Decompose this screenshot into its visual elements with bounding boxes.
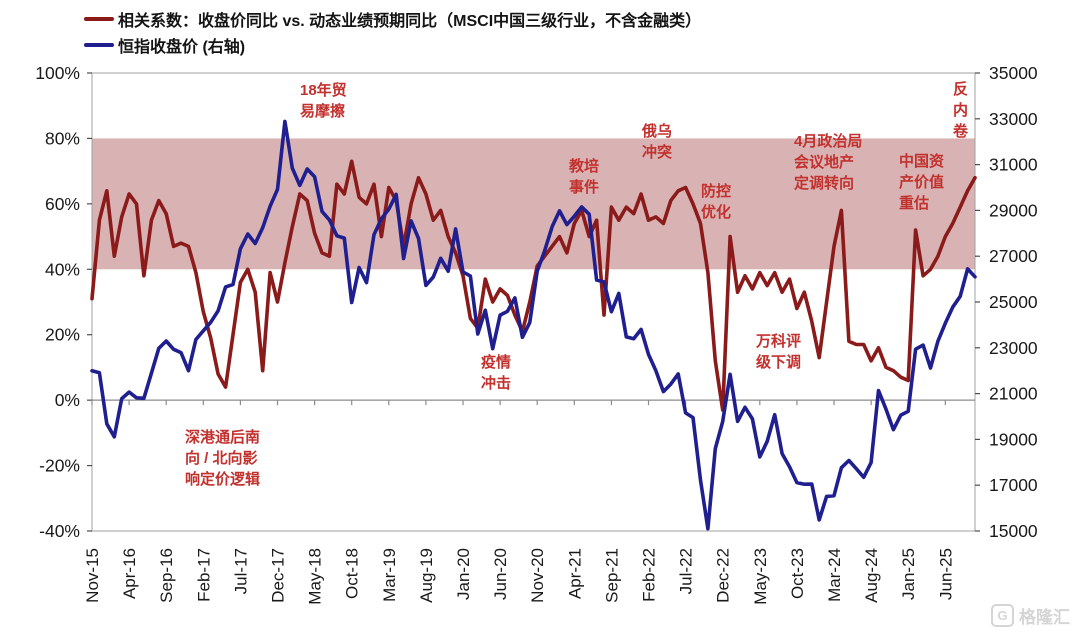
watermark: G 格隆汇 — [991, 603, 1070, 628]
annotation-line: 级下调 — [756, 354, 802, 371]
right-axis-label: 25000 — [989, 292, 1038, 312]
x-axis-label: Jun-25 — [936, 548, 955, 600]
x-axis-label: May-23 — [751, 548, 770, 605]
annotation-edu-crackdown: 教培 事件 — [569, 156, 599, 198]
x-axis-label: May-18 — [306, 548, 325, 605]
annotation-line: 卷 — [953, 123, 969, 140]
hsi-line-swatch — [84, 43, 114, 47]
annotation-stock-connect-pricing: 深港通后南向 / 北向影 响定价逻辑 — [185, 427, 260, 490]
right-axis-label: 27000 — [989, 246, 1038, 266]
annotation-line: 中国资 — [899, 153, 945, 170]
x-axis-label: Dec-22 — [714, 548, 733, 603]
x-axis-label: Mar-24 — [825, 548, 844, 602]
annotation-line: 冲击 — [481, 375, 512, 392]
x-axis-label: Jan-25 — [899, 548, 918, 600]
x-axis-label: Oct-18 — [343, 548, 362, 599]
left-axis-label: 20% — [45, 325, 80, 345]
annotation-covid-shock: 疫情 冲击 — [481, 352, 511, 394]
annotation-vanke-downgrade: 万科评 级下调 — [756, 331, 801, 373]
x-axis-label: Jul-17 — [231, 548, 250, 594]
hsi_close-line — [90, 119, 977, 531]
left-axis-label: 100% — [35, 63, 80, 83]
legend-item-correlation: 相关系数：收盘价同比 vs. 动态业绩预期同比（MSCI中国三级行业，不含金融类… — [84, 6, 701, 32]
annotation-trade-friction-2018: 18年贸易摩擦 — [300, 80, 347, 122]
gelonghui-logo-icon: G — [991, 604, 1014, 627]
x-axis-label: Sep-21 — [602, 548, 621, 603]
correlation-line-swatch — [84, 17, 114, 21]
annotation-line: 易摩擦 — [300, 103, 346, 120]
right-axis-label: 21000 — [989, 384, 1038, 404]
right-axis-label: 33000 — [989, 109, 1038, 129]
annotation-line: 反 — [953, 81, 969, 98]
annotation-line: 产价值 — [899, 174, 945, 191]
annotation-april-politburo-property: 4月政治局会议地产定调转向 — [794, 131, 862, 194]
legend-label-correlation: 相关系数：收盘价同比 vs. 动态业绩预期同比（MSCI中国三级行业，不含金融类… — [118, 13, 702, 30]
annotation-line: 重估 — [899, 195, 930, 212]
chart-legend: 相关系数：收盘价同比 vs. 动态业绩预期同比（MSCI中国三级行业，不含金融类… — [84, 6, 701, 58]
right-axis-label: 31000 — [989, 155, 1038, 175]
x-axis-label: Nov-15 — [83, 548, 102, 603]
annotation-line: 18年贸 — [300, 82, 347, 99]
legend-item-hsi: 恒指收盘价 (右轴) — [84, 32, 701, 58]
annotation-line: 教培 — [569, 158, 600, 175]
annotation-line: 事件 — [569, 179, 600, 196]
annotation-covid-policy-optimization: 防控 优化 — [701, 181, 731, 223]
annotation-line: 会议地产 — [794, 154, 855, 171]
annotation-line: 优化 — [701, 204, 732, 221]
x-axis-label: Apr-16 — [120, 548, 139, 599]
annotation-china-asset-revaluation: 中国资 产价值 重估 — [899, 151, 944, 214]
annotation-line: 定调转向 — [794, 175, 855, 192]
left-axis-label: 40% — [45, 259, 80, 279]
x-axis-label: Feb-22 — [640, 548, 659, 602]
x-axis-label: Nov-20 — [528, 548, 547, 603]
watermark-text: 格隆汇 — [1019, 608, 1070, 627]
right-axis-label: 15000 — [989, 521, 1038, 541]
annotation-line: 万科评 — [756, 333, 802, 350]
right-axis-label: 19000 — [989, 429, 1038, 449]
annotation-line: 响定价逻辑 — [185, 471, 261, 488]
annotation-russia-ukraine: 俄乌 冲突 — [642, 121, 672, 163]
x-axis-label: Apr-21 — [565, 548, 584, 599]
right-axis-label: 17000 — [989, 475, 1038, 495]
left-axis-label: -40% — [39, 521, 80, 541]
annotation-line: 内 — [953, 102, 969, 119]
annotation-anti-involution: 反内卷 — [953, 79, 968, 142]
x-axis-label: Aug-24 — [862, 548, 881, 603]
x-axis-label: Aug-19 — [417, 548, 436, 603]
annotation-line: 防控 — [701, 183, 732, 200]
right-axis-label: 29000 — [989, 200, 1038, 220]
x-axis-label: Feb-17 — [194, 548, 213, 602]
correlation-line — [90, 159, 977, 412]
x-axis-label: Jun-20 — [491, 548, 510, 600]
right-axis-label: 35000 — [989, 63, 1038, 83]
left-axis-label: 0% — [55, 390, 80, 410]
annotation-line: 深港通后南 — [185, 429, 261, 446]
left-axis-label: 60% — [45, 194, 80, 214]
x-axis-label: Jul-22 — [677, 548, 696, 594]
legend-label-hsi: 恒指收盘价 (右轴) — [118, 39, 246, 56]
annotation-line: 俄乌 — [642, 123, 673, 140]
right-axis-label: 23000 — [989, 338, 1038, 358]
annotation-line: 冲突 — [642, 144, 673, 161]
annotation-line: 疫情 — [481, 354, 512, 371]
annotation-line: 4月政治局 — [794, 133, 863, 150]
x-axis-label: Oct-23 — [788, 548, 807, 599]
annotation-line: 向 / 北向影 — [185, 450, 258, 467]
left-axis-label: -20% — [39, 456, 80, 476]
x-axis-label: Sep-16 — [157, 548, 176, 603]
x-axis-label: Mar-19 — [380, 548, 399, 602]
left-axis-label: 80% — [45, 128, 80, 148]
x-axis-label: Dec-17 — [269, 548, 288, 603]
x-axis-label: Jan-20 — [454, 548, 473, 600]
